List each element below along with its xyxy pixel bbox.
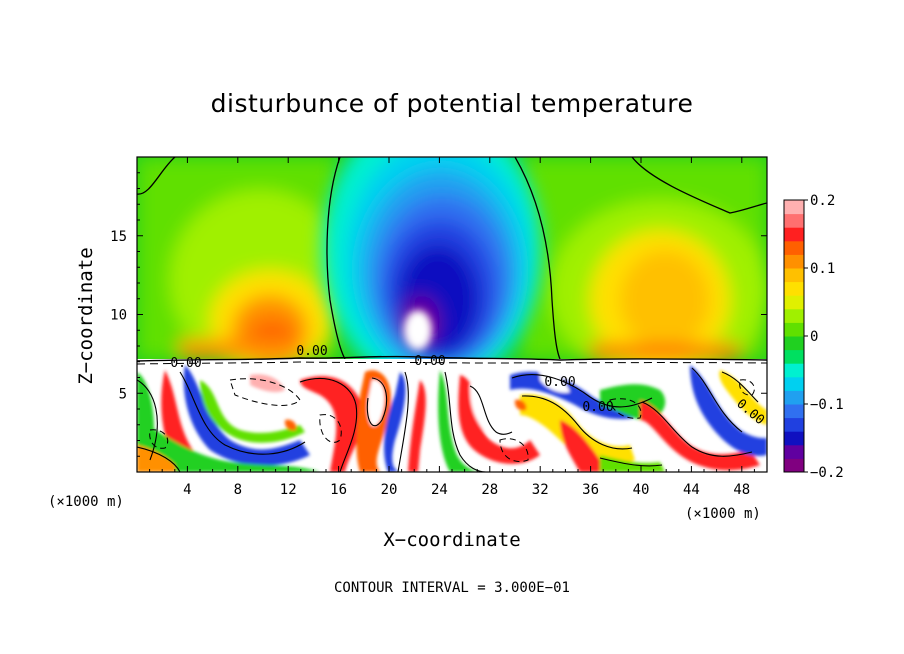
- colorbar-swatch: [784, 254, 804, 269]
- y-tick-label: 15: [110, 229, 127, 245]
- x-unit-right: (×1000 m): [685, 506, 761, 522]
- colorbar-swatch: [784, 227, 804, 242]
- colorbar-swatch: [784, 404, 804, 419]
- contour-label: 0.00: [582, 400, 613, 415]
- x-tick-label: 12: [280, 482, 297, 498]
- contour-label: 0.00: [544, 375, 575, 390]
- colorbar-swatch: [784, 308, 804, 323]
- x-axis: 4 8 12 16 20 24 28 32 36 40 44 48: [149, 157, 755, 498]
- contour-label: 0.00: [414, 354, 445, 369]
- colorbar-swatch: [784, 268, 804, 283]
- colorbar-swatch: [784, 295, 804, 310]
- y-axis: 5 10 15: [110, 172, 767, 457]
- x-tick-label: 32: [532, 482, 549, 498]
- colorbar-swatch: [784, 417, 804, 432]
- colorbar-swatch: [784, 213, 804, 228]
- potential-temperature-field: [137, 157, 767, 472]
- x-tick-label: 48: [733, 482, 750, 498]
- colorbar-tick-label: 0: [810, 329, 818, 345]
- colorbar-swatch: [784, 322, 804, 337]
- x-tick-label: 40: [633, 482, 650, 498]
- colorbar-ticks: 0.2 0.1 0 −0.1 −0.2: [804, 193, 844, 481]
- colorbar-swatch: [784, 363, 804, 378]
- x-unit-left: (×1000 m): [48, 494, 124, 510]
- x-tick-label: 44: [683, 482, 700, 498]
- x-tick-label: 16: [330, 482, 347, 498]
- x-axis-label: X−coordinate: [383, 529, 520, 551]
- x-tick-label: 28: [481, 482, 498, 498]
- colorbar-swatch: [784, 281, 804, 296]
- x-tick-label: 20: [381, 482, 398, 498]
- contour-label: 0.00: [296, 344, 327, 359]
- colorbar-tick-label: −0.2: [810, 465, 844, 481]
- x-tick-label: 36: [582, 482, 599, 498]
- colorbar-swatch: [784, 240, 804, 255]
- colorbar-swatch: [784, 336, 804, 351]
- colorbar-tick-label: 0.2: [810, 193, 835, 209]
- colorbar-swatch: [784, 349, 804, 364]
- colorbar-swatch: [784, 444, 804, 459]
- colorbar-swatch: [784, 200, 804, 215]
- x-tick-label: 24: [431, 482, 448, 498]
- chart-title: disturbunce of potential temperature: [211, 89, 694, 118]
- colorbar-swatch: [784, 390, 804, 405]
- y-axis-label: Z−coordinate: [75, 247, 97, 384]
- x-tick-label: 4: [183, 482, 191, 498]
- colorbar-swatch: [784, 376, 804, 391]
- colorbar-tick-label: 0.1: [810, 261, 835, 277]
- contour-label: 0.00: [170, 356, 201, 371]
- x-tick-label: 8: [234, 482, 242, 498]
- contour-interval-note: CONTOUR INTERVAL = 3.000E−01: [334, 580, 570, 596]
- y-tick-label: 5: [119, 386, 127, 402]
- colorbar: [784, 200, 804, 473]
- colorbar-tick-label: −0.1: [810, 397, 844, 413]
- y-tick-label: 10: [110, 308, 127, 324]
- colorbar-swatch: [784, 431, 804, 446]
- colorbar-swatch: [784, 458, 804, 473]
